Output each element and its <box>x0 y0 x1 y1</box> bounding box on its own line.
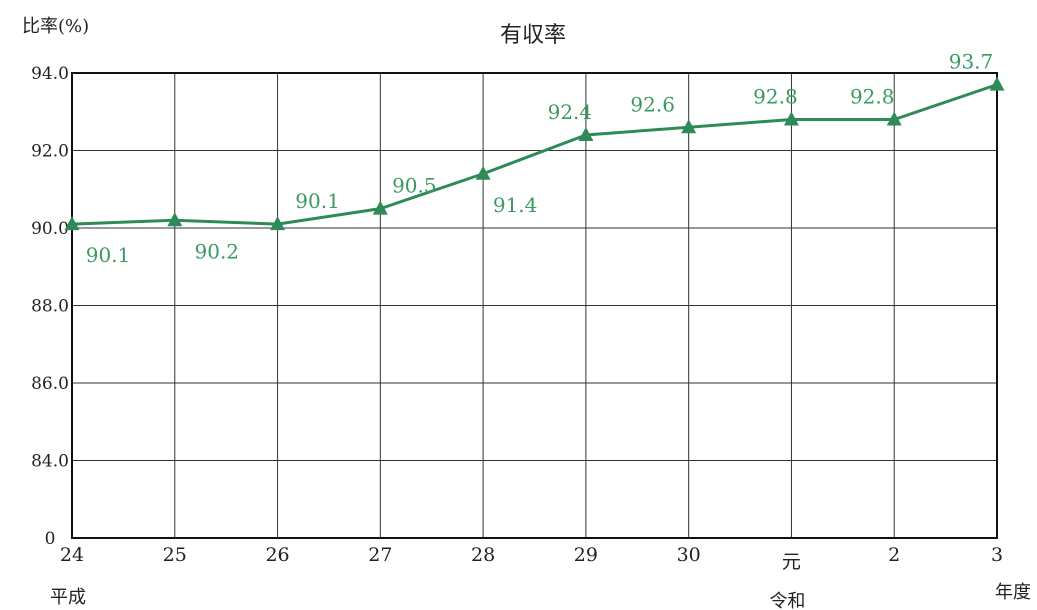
data-label: 92.4 <box>548 100 593 124</box>
x-tick-label: 28 <box>471 544 495 566</box>
data-point-marker <box>783 111 799 126</box>
data-point-marker <box>886 111 902 126</box>
x-tick-label: 元 <box>782 551 801 573</box>
data-point-marker <box>167 212 183 227</box>
gridlines <box>72 73 997 538</box>
data-label: 92.8 <box>850 85 895 109</box>
x-tick-label: 29 <box>574 544 598 566</box>
x-tick-label: 25 <box>163 544 187 566</box>
x-axis-label: 年度 <box>995 582 1031 603</box>
x-tick-label: 2 <box>888 544 900 566</box>
data-label: 90.5 <box>392 174 437 198</box>
x-tick-label: 26 <box>265 544 289 566</box>
y-tick-labels: 0 84.0 86.0 88.0 90.0 92.0 94.0 <box>31 64 69 549</box>
data-point-marker <box>989 76 1005 91</box>
data-label: 91.4 <box>493 193 538 217</box>
y-tick-label: 90.0 <box>31 219 69 239</box>
era-labels: 平成 令和 <box>50 587 805 610</box>
x-tick-label: 3 <box>991 544 1003 566</box>
era-label: 令和 <box>769 591 805 610</box>
data-label: 93.7 <box>949 50 994 74</box>
series-line-group <box>71 83 998 226</box>
x-tick-label: 24 <box>60 544 84 566</box>
y-tick-label: 88.0 <box>31 297 69 317</box>
y-tick-label: 92.0 <box>31 142 69 162</box>
data-point-marker <box>681 119 697 134</box>
chart-title: 有収率 <box>500 23 566 48</box>
data-point-marker <box>578 127 594 141</box>
y-tick-label: 86.0 <box>31 374 69 394</box>
data-point-marker <box>270 216 286 231</box>
data-label: 92.8 <box>753 85 798 109</box>
data-label: 90.1 <box>295 189 340 213</box>
data-label: 90.1 <box>86 243 131 267</box>
y-tick-label: 0 <box>45 529 56 549</box>
y-axis-label: 比率(%) <box>22 16 89 37</box>
plot-area-frame <box>71 72 998 539</box>
data-labels: 90.1 90.2 90.1 90.5 91.4 92.4 92.6 92.8 92.8 93.7 <box>86 50 994 268</box>
data-point-marker <box>372 200 388 215</box>
y-tick-label: 84.0 <box>31 452 69 472</box>
data-label: 90.2 <box>195 239 240 263</box>
x-tick-label: 27 <box>368 544 392 566</box>
data-label: 92.6 <box>630 92 675 116</box>
data-point-marker <box>64 216 80 231</box>
era-label: 平成 <box>50 587 86 608</box>
series-markers <box>64 76 1005 231</box>
data-point-marker <box>475 165 491 180</box>
x-tick-label: 30 <box>677 544 701 566</box>
x-tick-labels: 24 25 26 27 28 29 30 元 2 3 <box>60 544 1003 573</box>
y-tick-label: 94.0 <box>31 64 69 84</box>
series-line <box>71 83 998 226</box>
